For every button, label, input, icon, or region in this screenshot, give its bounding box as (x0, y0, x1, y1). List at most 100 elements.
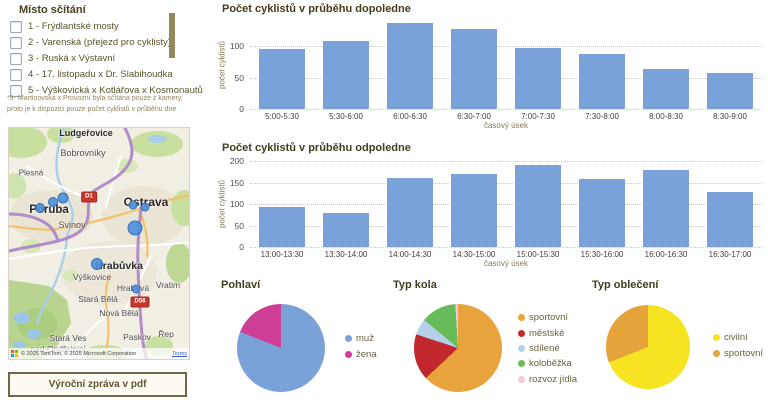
y-tick-label: 200 (229, 156, 244, 166)
gridline (250, 182, 762, 184)
checkbox[interactable] (10, 84, 22, 97)
pie-pohlavi[interactable] (237, 304, 325, 392)
pie-typ-obleceni[interactable] (606, 305, 690, 389)
location-label: 3 - Ruská x Výstavní (28, 53, 116, 64)
chart-title: Typ kola (393, 279, 437, 291)
bar[interactable] (387, 178, 433, 247)
road-shield: D56 (130, 296, 150, 308)
legend-dot-icon (713, 349, 720, 357)
gridline (250, 77, 762, 79)
legend-dot-icon (518, 360, 525, 368)
count-site-marker[interactable] (57, 192, 69, 204)
list-scrollbar[interactable] (169, 13, 175, 58)
checkbox[interactable] (10, 36, 22, 49)
sidebar-title: Místo sčítání (19, 4, 86, 16)
x-tick-label: 7:30-8:00 (585, 112, 619, 121)
bar[interactable] (259, 207, 305, 247)
count-site-marker[interactable] (131, 284, 141, 294)
gridline (250, 161, 762, 162)
bar[interactable] (515, 48, 561, 109)
legend-item: městské (518, 325, 577, 340)
count-site-marker[interactable] (127, 220, 143, 236)
barchart-dopoledne: Počet cyklistů v průběhu dopoledne počet… (200, 0, 768, 130)
count-site-marker[interactable] (140, 202, 150, 212)
gridline (250, 204, 762, 205)
legend-dot-icon (713, 334, 720, 342)
y-tick-label: 0 (239, 242, 244, 252)
x-tick-labels: 13:00-13:30 13:30-14:00 14:00-14:30 14:30-1… (250, 250, 762, 259)
bar[interactable] (579, 179, 625, 247)
location-label: 5 - Výškovická x Kotlářova x Kosmonautů (28, 85, 203, 96)
location-checkbox-item[interactable]: 2 - Varenská (přejezd pro cyklisty) (10, 35, 171, 50)
legend-label: muž (356, 333, 374, 345)
location-checkbox-item[interactable]: 1 - Frýdlantské mosty (10, 19, 168, 34)
legend-item: sportovní (713, 345, 763, 360)
bar[interactable] (323, 41, 369, 109)
pie-charts-row: Pohlaví muž žena Typ kola sportovní městsk… (200, 270, 768, 402)
legend-dot-icon (518, 375, 525, 383)
map[interactable]: LudgeřoviceBobrovníkyPlesnáPorubaSvinovO… (8, 127, 190, 360)
count-site-marker[interactable] (91, 258, 103, 270)
legend-item: civilní (713, 330, 763, 345)
bar[interactable] (707, 72, 753, 109)
bar[interactable] (451, 29, 497, 109)
bar[interactable] (387, 22, 433, 109)
map-attribution: © 2025 TomTom, © 2025 Microsoft Corporat… (9, 348, 189, 359)
terms-link[interactable]: Terms (172, 350, 187, 357)
gridline (250, 109, 762, 110)
checkbox[interactable] (10, 20, 22, 33)
bar[interactable] (323, 213, 369, 247)
chart-title: Počet cyklistů v průběhu dopoledne (222, 3, 411, 15)
annual-report-button[interactable]: Výroční zpráva v pdf (8, 372, 187, 397)
x-tick-labels: 5:00-5:30 5:30-6:00 6:00-6:30 6:30-7:00 7:00… (250, 112, 762, 121)
legend-dot-icon (518, 344, 525, 352)
count-site-marker[interactable] (128, 200, 138, 210)
pie-typ-kola[interactable] (414, 304, 502, 392)
legend-label: civilní (724, 332, 748, 344)
x-tick-label: 7:00-7:30 (521, 112, 555, 121)
x-tick-label: 5:00-5:30 (265, 112, 299, 121)
legend-item: muž (345, 331, 377, 346)
bar[interactable] (579, 53, 625, 109)
legend-label: žena (356, 348, 377, 360)
legend-label: koloběžka (529, 358, 572, 370)
legend-label: sportovní (529, 312, 569, 324)
location-checkbox-item[interactable]: 3 - Ruská x Výstavní (10, 51, 168, 66)
sidebar: Místo sčítání 1 - Frýdlantské mosty 2 - V… (0, 0, 203, 402)
bar[interactable] (259, 49, 305, 109)
legend-item: koloběžka (518, 356, 577, 371)
legend-item: sportovní (518, 310, 577, 325)
x-tick-label: 5:30-6:00 (329, 112, 363, 121)
map-canvas (9, 128, 189, 359)
road-shield: D1 (81, 191, 97, 203)
checkbox[interactable] (10, 52, 22, 65)
count-site-marker[interactable] (48, 197, 58, 207)
x-tick-label: 13:30-14:00 (324, 250, 368, 259)
barchart-odpoledne: Počet cyklistů v průběhu odpoledne počet… (200, 130, 768, 270)
bar[interactable] (451, 173, 497, 247)
legend: civilní sportovní (713, 330, 763, 361)
bar[interactable] (707, 191, 753, 247)
count-site-marker[interactable] (35, 203, 45, 213)
y-tick-label: 100 (229, 199, 244, 209)
legend-item: rozvoz jídla (518, 372, 577, 387)
legend-item: žena (345, 346, 377, 361)
legend-label: sdílené (529, 342, 560, 354)
x-tick-label: 16:00-16:30 (644, 250, 688, 259)
legend-label: městské (529, 327, 565, 339)
bar[interactable] (515, 165, 561, 247)
x-tick-label: 16:30-17:00 (708, 250, 752, 259)
microsoft-logo-icon (11, 350, 18, 357)
location-checkbox-item[interactable]: 5 - Výškovická x Kotlářova x Kosmonautů (10, 83, 203, 98)
location-checkbox-item[interactable]: 4 - 17. listopadu x Dr. Slabihoudka (10, 67, 173, 82)
bar[interactable] (643, 68, 689, 109)
location-label: 4 - 17. listopadu x Dr. Slabihoudka (28, 69, 173, 80)
gridline (250, 46, 762, 48)
checkbox[interactable] (10, 68, 22, 81)
location-label: 2 - Varenská (přejezd pro cyklisty) (28, 37, 171, 48)
bar[interactable] (643, 170, 689, 247)
plot-area (250, 21, 762, 110)
map-copyright: © 2025 TomTom, © 2025 Microsoft Corporat… (21, 350, 137, 357)
chart-title: Typ oblečení (592, 279, 659, 291)
